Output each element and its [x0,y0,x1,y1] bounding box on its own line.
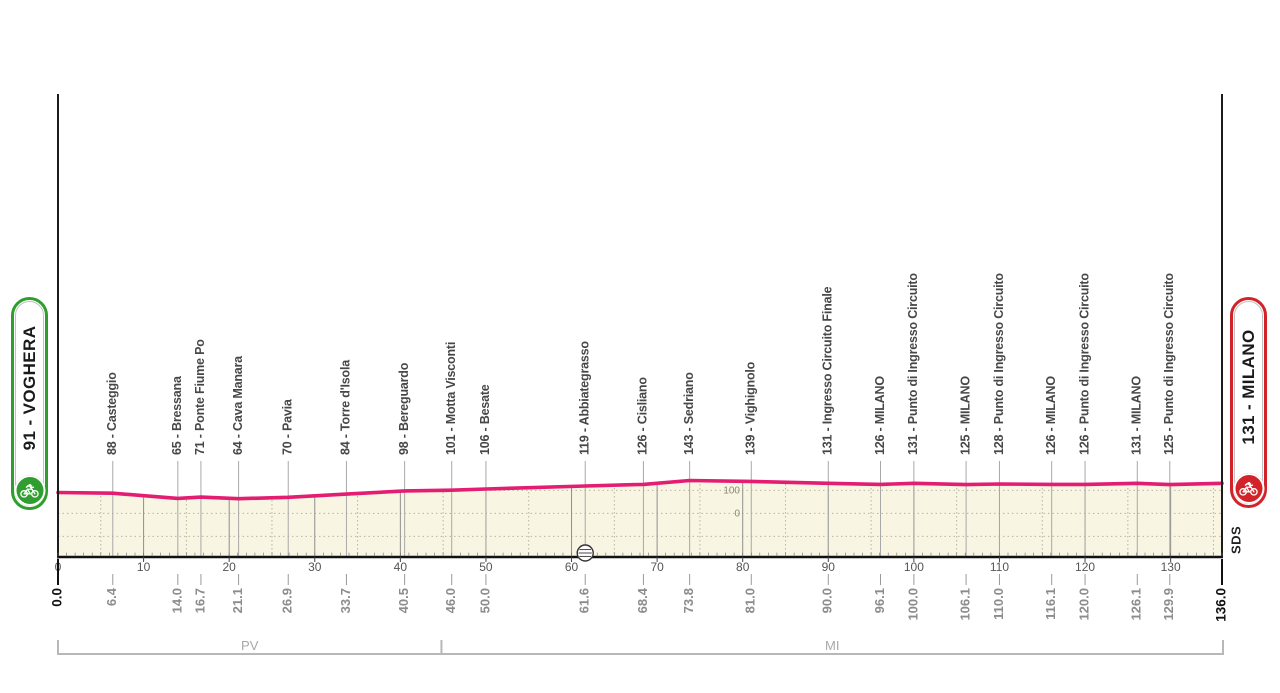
axis-tick-label: 70 [650,560,664,574]
finish-town-label: 131 - MILANO [1238,328,1258,445]
km-distance-label: 106.1 [958,588,973,621]
km-distance-label: 33.7 [338,588,353,613]
axis-tick-label: 30 [308,560,322,574]
axis-tick-label: 20 [222,560,236,574]
km-distance-label: 110.0 [991,588,1006,620]
axis-tick-label: 60 [565,560,579,574]
km-distance-label: 6.4 [104,587,119,606]
km-distance-label: 40.5 [396,588,411,613]
waypoint-label: 98 - Bereguardo [397,362,411,455]
waypoint-label: 119 - Abbiategrasso [578,341,592,455]
km-distance-label: 14.0 [169,588,184,613]
km-distance-label: 68.4 [635,587,650,613]
elevation-scale-label: 0 [734,508,740,519]
waypoint-label: 131 - Ingresso Circuito Finale [821,286,835,455]
cyclist-icon [14,475,45,506]
waypoint-label: 101 - Motta Visconti [444,342,458,455]
waypoint-label: 139 - Vighignolo [744,361,758,455]
km-distance-label: 0.0 [50,588,65,607]
waypoint-label: 64 - Cava Manara [231,355,245,455]
start-town-label: 91 - VOGHERA [19,325,39,450]
waypoint-label: 71 - Ponte Fiume Po [193,339,207,455]
axis-tick-label: 120 [1075,560,1095,574]
waypoint-label: 126 - Cisliano [636,377,650,455]
km-distance-label: 126.1 [1129,588,1144,621]
km-distance-label: 46.0 [443,588,458,613]
waypoint-label: 84 - Torre d'Isola [339,359,353,455]
waypoint-label: 126 - MILANO [1044,376,1058,455]
km-distance-label: 16.7 [192,588,207,613]
axis-tick-label: 90 [822,560,836,574]
waypoint-label: 143 - Sedriano [682,372,696,455]
elevation-profile-line [56,478,1224,501]
waypoint-label: 126 - Punto di Ingresso Circuito [1077,273,1091,455]
axis-tick-label: 100 [904,560,924,574]
waypoint-label: 131 - Punto di Ingresso Circuito [906,273,920,455]
waypoint-label: 70 - Pavia [281,398,295,455]
axis-tick-label: 50 [479,560,493,574]
cyclist-icon [1233,473,1264,504]
km-distance-label: 81.0 [743,588,758,613]
elevation-area-fill [58,480,1222,557]
axis-tick-label: 130 [1161,560,1181,574]
sds-watermark: SDS [1228,526,1243,554]
axis-tick-label: 80 [736,560,750,574]
province-label: MI [825,638,839,653]
km-distance-label: 129.9 [1161,588,1176,621]
waypoint-label: 88 - Casteggio [105,372,119,455]
km-distance-label: 50.0 [477,588,492,613]
finish-town-badge: 131 - MILANO [1230,297,1267,508]
km-distance-label: 100.0 [905,588,920,621]
province-label: PV [241,638,259,653]
km-distance-label: 96.1 [872,588,887,613]
km-distance-label: 116.1 [1043,588,1058,620]
axis-tick-label: 110 [990,560,1009,574]
start-town-badge: 91 - VOGHERA [11,297,48,510]
minor-tick-comb [57,552,1223,557]
km-distance-label: 26.9 [280,588,295,613]
km-distance-label: 136.0 [1214,588,1229,622]
waypoint-label: 126 - MILANO [873,376,887,455]
waypoint-label: 131 - MILANO [1130,376,1144,455]
province-bracket [57,640,1224,655]
axis-tick-label: 10 [137,560,151,574]
waypoint-label: 128 - Punto di Ingresso Circuito [992,273,1006,455]
feed-station-icon [576,544,594,562]
waypoint-label: 125 - Punto di Ingresso Circuito [1162,273,1176,455]
waypoint-label: 125 - MILANO [958,376,972,455]
km-distance-label: 120.0 [1076,588,1091,621]
km-distance-label: 73.8 [681,588,696,613]
km-distance-label: 21.1 [230,588,245,613]
axis-tick-label: 40 [394,560,408,574]
waypoint-label: 65 - Bressana [170,375,184,455]
km-distance-label: 61.6 [577,588,592,613]
waypoint-label: 106 - Besate [478,384,492,455]
km-distance-label: 90.0 [820,588,835,613]
elevation-scale-label: 100 [723,485,740,496]
